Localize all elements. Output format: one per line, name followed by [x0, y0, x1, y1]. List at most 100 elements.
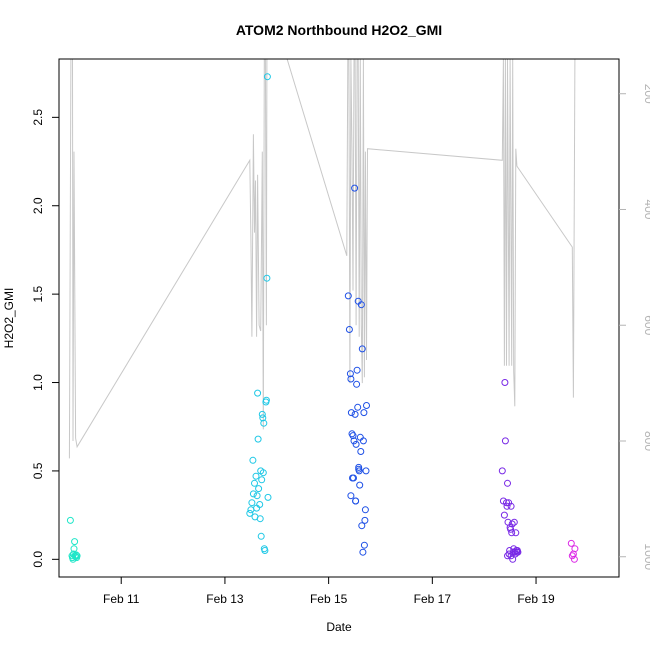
data-point [249, 490, 257, 498]
data-point [349, 432, 357, 440]
data-point [256, 515, 264, 523]
data-point [246, 509, 254, 517]
data-point [356, 481, 364, 489]
data-point [568, 552, 576, 560]
data-point [255, 485, 263, 493]
data-point [353, 366, 361, 374]
y-axis-right: 200 400 600 800 1000 [619, 84, 650, 570]
data-point [351, 410, 359, 418]
data-point [254, 435, 262, 443]
data-point [351, 184, 359, 192]
data-point [344, 292, 352, 300]
data-point [258, 410, 266, 418]
data-point [73, 552, 81, 560]
data-point [71, 538, 79, 546]
pressure-trace-layer [68, 58, 576, 459]
data-point [66, 516, 74, 524]
y-tick-label: 2.5 [31, 109, 45, 126]
x-tick-label: Feb 17 [414, 592, 452, 606]
data-point [247, 506, 255, 514]
data-point [262, 396, 270, 404]
data-point [257, 467, 265, 475]
data-point [503, 499, 510, 507]
data-point [501, 379, 509, 386]
data-point [347, 375, 355, 383]
data-point [508, 520, 516, 528]
data-point [263, 73, 271, 81]
data-point [254, 389, 262, 397]
data-point [567, 539, 575, 547]
data-point [259, 414, 267, 422]
data-point [507, 552, 515, 560]
data-point [264, 493, 272, 501]
data-point [363, 402, 370, 409]
data-point [359, 548, 367, 556]
data-point [504, 479, 511, 487]
data-point [355, 465, 363, 473]
data-point [258, 476, 266, 484]
data-point [346, 370, 354, 378]
data-point [512, 529, 520, 537]
data-point [504, 552, 511, 560]
data-point [347, 409, 355, 417]
data-point [260, 419, 268, 427]
plot-frame [58, 58, 620, 578]
data-point [570, 555, 578, 563]
data-point [510, 518, 518, 526]
x-axis-label: Date [326, 620, 352, 634]
data-point [357, 301, 365, 309]
x-tick-label: Feb 11 [103, 592, 140, 606]
data-point [70, 545, 78, 553]
y-right-tick-label: 200 [642, 84, 650, 104]
data-point [263, 274, 271, 282]
data-point [347, 492, 355, 500]
data-point [498, 467, 506, 475]
data-point [352, 440, 360, 448]
x-tick-label: Feb 19 [517, 592, 555, 606]
data-point [257, 532, 265, 540]
data-point [501, 437, 509, 445]
data-point [361, 516, 369, 524]
data-point [503, 502, 511, 510]
y-right-tick-label: 1000 [642, 543, 650, 570]
data-point [72, 551, 80, 559]
y-tick-label: 0.5 [31, 462, 45, 479]
data-point [253, 492, 261, 500]
data-point [357, 448, 365, 455]
data-points-layer [66, 73, 579, 563]
data-point [514, 548, 522, 556]
data-point [359, 437, 367, 445]
data-point [360, 409, 368, 417]
chart-title: ATOM2 Northbound H2O2_GMI [236, 22, 442, 38]
data-point [571, 545, 579, 553]
data-point [252, 472, 260, 480]
pressure-trace-line [68, 58, 576, 459]
x-tick-label: Feb 13 [206, 592, 244, 606]
data-point [350, 437, 358, 445]
data-point [256, 501, 264, 508]
data-point [261, 547, 269, 554]
data-point [507, 502, 515, 510]
data-point [360, 541, 368, 549]
y-tick-label: 1.5 [31, 285, 45, 302]
y-tick-label: 1.0 [31, 374, 45, 391]
y-right-tick-label: 600 [642, 315, 650, 335]
data-point [353, 380, 361, 388]
data-point [362, 467, 370, 475]
data-point [349, 474, 356, 482]
data-point [345, 326, 353, 333]
y-right-tick-label: 400 [642, 199, 650, 219]
data-point [352, 497, 360, 505]
data-point [508, 529, 516, 537]
data-point [249, 456, 257, 464]
y-right-tick-label: 800 [642, 431, 650, 451]
x-tick-label: Feb 15 [310, 592, 348, 606]
y-tick-label: 2.0 [31, 197, 45, 214]
data-point [358, 345, 366, 353]
data-point [358, 522, 366, 530]
y-tick-label: 0.0 [31, 551, 45, 568]
y-axis-label: H2O2_GMI [2, 288, 16, 349]
data-point [361, 506, 369, 514]
y-axis-left: 0.0 0.5 1.0 1.5 2.0 2.5 [31, 109, 59, 568]
